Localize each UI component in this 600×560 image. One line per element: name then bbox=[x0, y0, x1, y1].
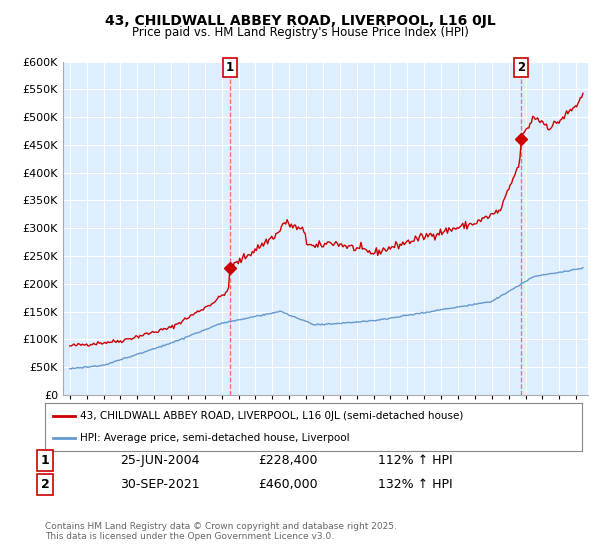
Text: 43, CHILDWALL ABBEY ROAD, LIVERPOOL, L16 0JL: 43, CHILDWALL ABBEY ROAD, LIVERPOOL, L16… bbox=[104, 14, 496, 28]
Text: 1: 1 bbox=[226, 60, 234, 74]
Text: £228,400: £228,400 bbox=[258, 454, 317, 467]
Text: 2: 2 bbox=[41, 478, 49, 491]
Text: HPI: Average price, semi-detached house, Liverpool: HPI: Average price, semi-detached house,… bbox=[80, 433, 350, 443]
Text: 112% ↑ HPI: 112% ↑ HPI bbox=[378, 454, 452, 467]
Text: Price paid vs. HM Land Registry's House Price Index (HPI): Price paid vs. HM Land Registry's House … bbox=[131, 26, 469, 39]
Text: 30-SEP-2021: 30-SEP-2021 bbox=[120, 478, 200, 491]
Text: Contains HM Land Registry data © Crown copyright and database right 2025.
This d: Contains HM Land Registry data © Crown c… bbox=[45, 522, 397, 542]
Text: 2: 2 bbox=[517, 60, 526, 74]
Text: 25-JUN-2004: 25-JUN-2004 bbox=[120, 454, 199, 467]
Text: £460,000: £460,000 bbox=[258, 478, 317, 491]
Text: 132% ↑ HPI: 132% ↑ HPI bbox=[378, 478, 452, 491]
Text: 1: 1 bbox=[41, 454, 49, 467]
Text: 43, CHILDWALL ABBEY ROAD, LIVERPOOL, L16 0JL (semi-detached house): 43, CHILDWALL ABBEY ROAD, LIVERPOOL, L16… bbox=[80, 411, 463, 421]
